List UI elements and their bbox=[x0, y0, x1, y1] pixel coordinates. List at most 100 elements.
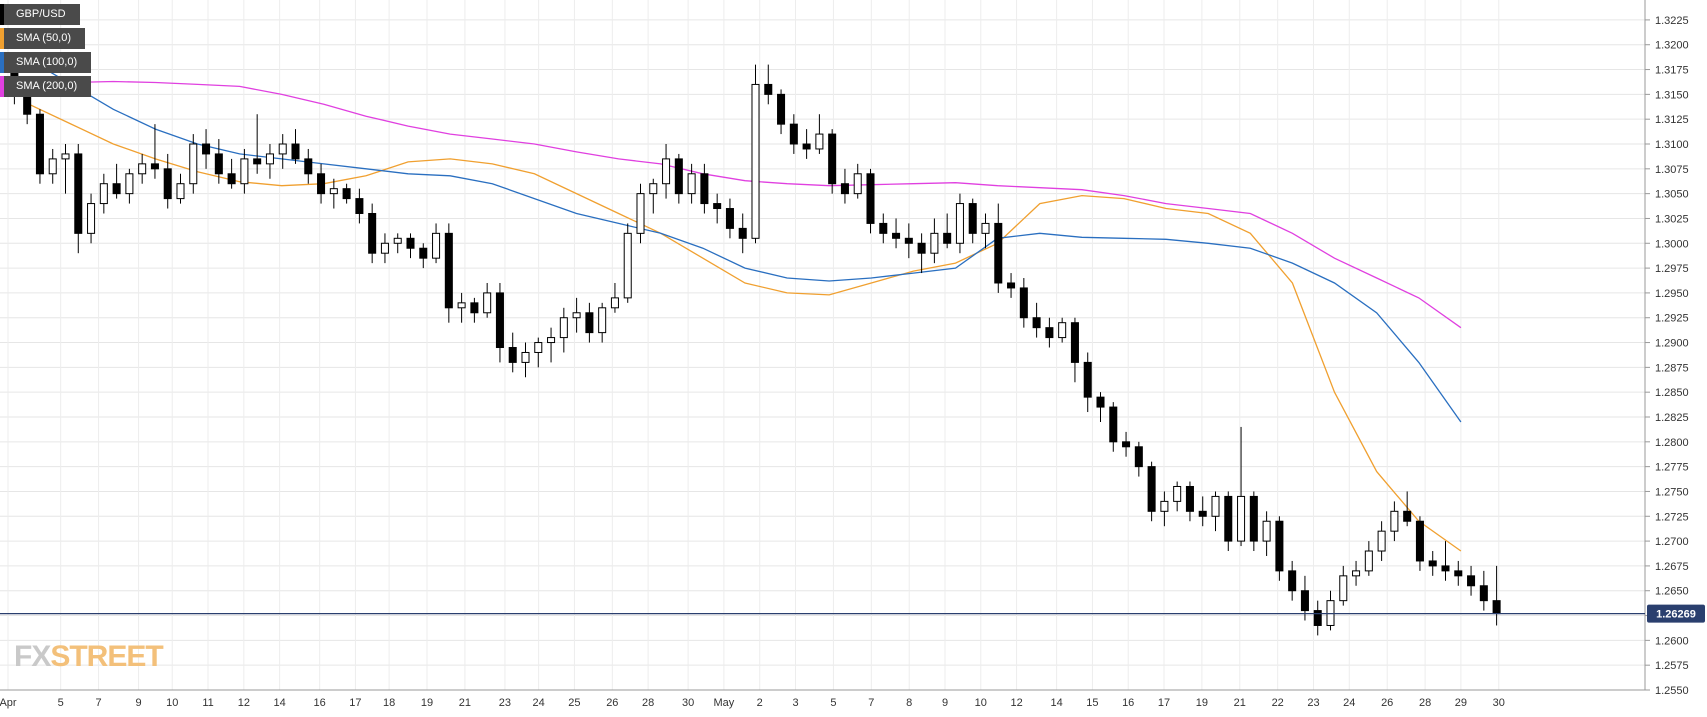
candle-up bbox=[623, 232, 632, 299]
candle-up bbox=[521, 351, 530, 363]
legend-item-sma200[interactable]: SMA (200,0) bbox=[0, 76, 92, 97]
candle-up bbox=[99, 183, 108, 205]
candle-down bbox=[1185, 485, 1194, 512]
candle-down bbox=[214, 153, 223, 175]
legend-swatch bbox=[0, 76, 4, 97]
plot-background bbox=[0, 0, 1645, 690]
candle-down bbox=[1019, 287, 1028, 319]
x-tick-label: 29 bbox=[1455, 697, 1467, 709]
legend-swatch bbox=[0, 52, 4, 73]
candle-down bbox=[1288, 570, 1297, 592]
brand-logo-part1: FX bbox=[14, 640, 51, 673]
x-tick-label: 10 bbox=[166, 697, 178, 709]
candle-down bbox=[1147, 466, 1156, 512]
candle-up bbox=[1211, 495, 1220, 517]
candle-up bbox=[1364, 550, 1373, 572]
x-tick-label: 16 bbox=[314, 697, 326, 709]
candle-up bbox=[1352, 570, 1361, 577]
candle-up bbox=[662, 158, 671, 185]
y-tick-label: 1.2725 bbox=[1655, 511, 1689, 523]
candle-up bbox=[483, 292, 492, 314]
legend-item-price[interactable]: GBP/USD bbox=[0, 4, 91, 25]
candle-down bbox=[1134, 446, 1143, 468]
candle-up bbox=[636, 193, 645, 234]
candle-down bbox=[35, 113, 44, 175]
candle-down bbox=[1467, 575, 1476, 587]
y-tick-label: 1.2575 bbox=[1655, 660, 1689, 672]
candle-down bbox=[1479, 585, 1488, 602]
candle-up bbox=[572, 312, 581, 319]
y-tick-label: 1.2800 bbox=[1655, 437, 1689, 449]
x-tick-label: 9 bbox=[942, 697, 948, 709]
candle-up bbox=[138, 163, 147, 175]
candle-up bbox=[930, 232, 939, 254]
x-tick-label: 5 bbox=[830, 697, 836, 709]
legend-item-sma100[interactable]: SMA (100,0) bbox=[0, 52, 92, 73]
x-tick-label: May bbox=[714, 697, 735, 709]
candle-down bbox=[917, 242, 926, 254]
candle-down bbox=[227, 173, 236, 185]
legend-swatch bbox=[0, 28, 4, 49]
y-tick-label: 1.3200 bbox=[1655, 40, 1689, 52]
candle-down bbox=[1096, 396, 1105, 408]
y-tick-label: 1.2750 bbox=[1655, 486, 1689, 498]
candle-down bbox=[163, 168, 172, 200]
y-tick-label: 1.2775 bbox=[1655, 462, 1689, 474]
candle-up bbox=[1058, 322, 1067, 339]
candle-up bbox=[278, 143, 287, 155]
candle-down bbox=[470, 302, 479, 314]
y-tick-label: 1.2700 bbox=[1655, 536, 1689, 548]
candle-up bbox=[380, 242, 389, 254]
legend: GBP/USD SMA (50,0) SMA (100,0) SMA (200,… bbox=[0, 4, 92, 100]
x-tick-label: 2 bbox=[757, 697, 763, 709]
candle-down bbox=[508, 347, 517, 363]
candle-up bbox=[189, 143, 198, 185]
candle-down bbox=[1313, 610, 1322, 626]
candle-down bbox=[725, 208, 734, 229]
candle-up bbox=[955, 203, 964, 244]
candle-down bbox=[1454, 570, 1463, 577]
brand-logo-part2: STREET bbox=[50, 640, 163, 673]
candle-down bbox=[304, 158, 313, 175]
y-tick-label: 1.2875 bbox=[1655, 362, 1689, 374]
y-tick-label: 1.3100 bbox=[1655, 139, 1689, 151]
legend-item-sma50[interactable]: SMA (50,0) bbox=[0, 28, 91, 49]
y-tick-label: 1.2900 bbox=[1655, 338, 1689, 350]
candle-down bbox=[1122, 441, 1131, 448]
x-tick-label: 9 bbox=[135, 697, 141, 709]
y-tick-label: 1.3225 bbox=[1655, 15, 1689, 27]
candle-up bbox=[1237, 495, 1246, 542]
x-tick-label: 14 bbox=[274, 697, 286, 709]
candle-up bbox=[1262, 520, 1271, 542]
candle-up bbox=[815, 133, 824, 150]
candle-down bbox=[1249, 495, 1258, 542]
y-tick-label: 1.3075 bbox=[1655, 164, 1689, 176]
candle-down bbox=[1224, 495, 1233, 542]
candle-up bbox=[240, 158, 249, 185]
y-tick-label: 1.3050 bbox=[1655, 189, 1689, 201]
x-tick-label: 19 bbox=[421, 697, 433, 709]
candle-up bbox=[981, 222, 990, 234]
sma-line bbox=[29, 80, 1462, 329]
candle-down bbox=[585, 312, 594, 334]
x-tick-label: 5 bbox=[58, 697, 64, 709]
candle-down bbox=[866, 173, 875, 224]
x-tick-label: 21 bbox=[1234, 697, 1246, 709]
y-tick-label: 1.3025 bbox=[1655, 213, 1689, 225]
x-tick-label: 16 bbox=[1122, 697, 1134, 709]
y-tick-label: 1.2825 bbox=[1655, 412, 1689, 424]
current-price-tag bbox=[1647, 604, 1705, 623]
candle-down bbox=[777, 93, 786, 125]
x-tick-label: Apr bbox=[0, 697, 17, 709]
candle-down bbox=[1275, 520, 1284, 572]
candle-down bbox=[1415, 520, 1424, 562]
y-tick-label: 1.2675 bbox=[1655, 561, 1689, 573]
candle-down bbox=[444, 232, 453, 309]
candle-down bbox=[1428, 560, 1437, 567]
candle-down bbox=[994, 222, 1003, 284]
candle-down bbox=[738, 227, 747, 239]
legend-label: SMA (100,0) bbox=[4, 52, 92, 73]
legend-swatch bbox=[0, 4, 4, 25]
